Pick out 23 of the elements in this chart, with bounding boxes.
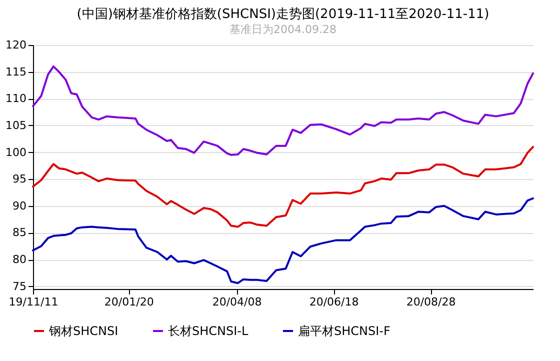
y-tick-label: 110 (6, 92, 26, 106)
legend-label: 长材SHCNSI-L (168, 324, 248, 338)
y-tick-label: 115 (6, 65, 26, 78)
line-series (32, 65, 534, 156)
y-tick-label: 105 (6, 118, 26, 132)
y-tick-label: 75 (12, 280, 26, 293)
chart-subtitle: 基准日为2004.09.28 (230, 23, 336, 36)
chart-title: (中国)钢材基准价格指数(SHCNSI)走势图(2019-11-11至2020-11-11) (76, 7, 490, 22)
y-tick-label: 80 (12, 253, 26, 266)
x-tick-label: 20/04/08 (212, 296, 262, 308)
x-tick-label: 20/01/20 (104, 296, 154, 308)
y-tick-label: 90 (12, 199, 26, 212)
y-tick-label: 85 (12, 226, 26, 240)
line-series (32, 197, 534, 284)
y-tick-label: 120 (6, 38, 26, 52)
x-tick-label: 20/08/28 (406, 296, 456, 308)
legend-label: 钢材SHCNSI (48, 324, 118, 338)
x-tick-label: 20/06/18 (309, 296, 359, 308)
y-tick-label: 100 (6, 146, 26, 159)
x-tick-label: 19/11/11 (8, 296, 58, 308)
y-tick-label: 95 (12, 172, 26, 186)
line-series (32, 146, 534, 228)
legend-label: 扁平材SHCNSI-F (298, 324, 390, 338)
